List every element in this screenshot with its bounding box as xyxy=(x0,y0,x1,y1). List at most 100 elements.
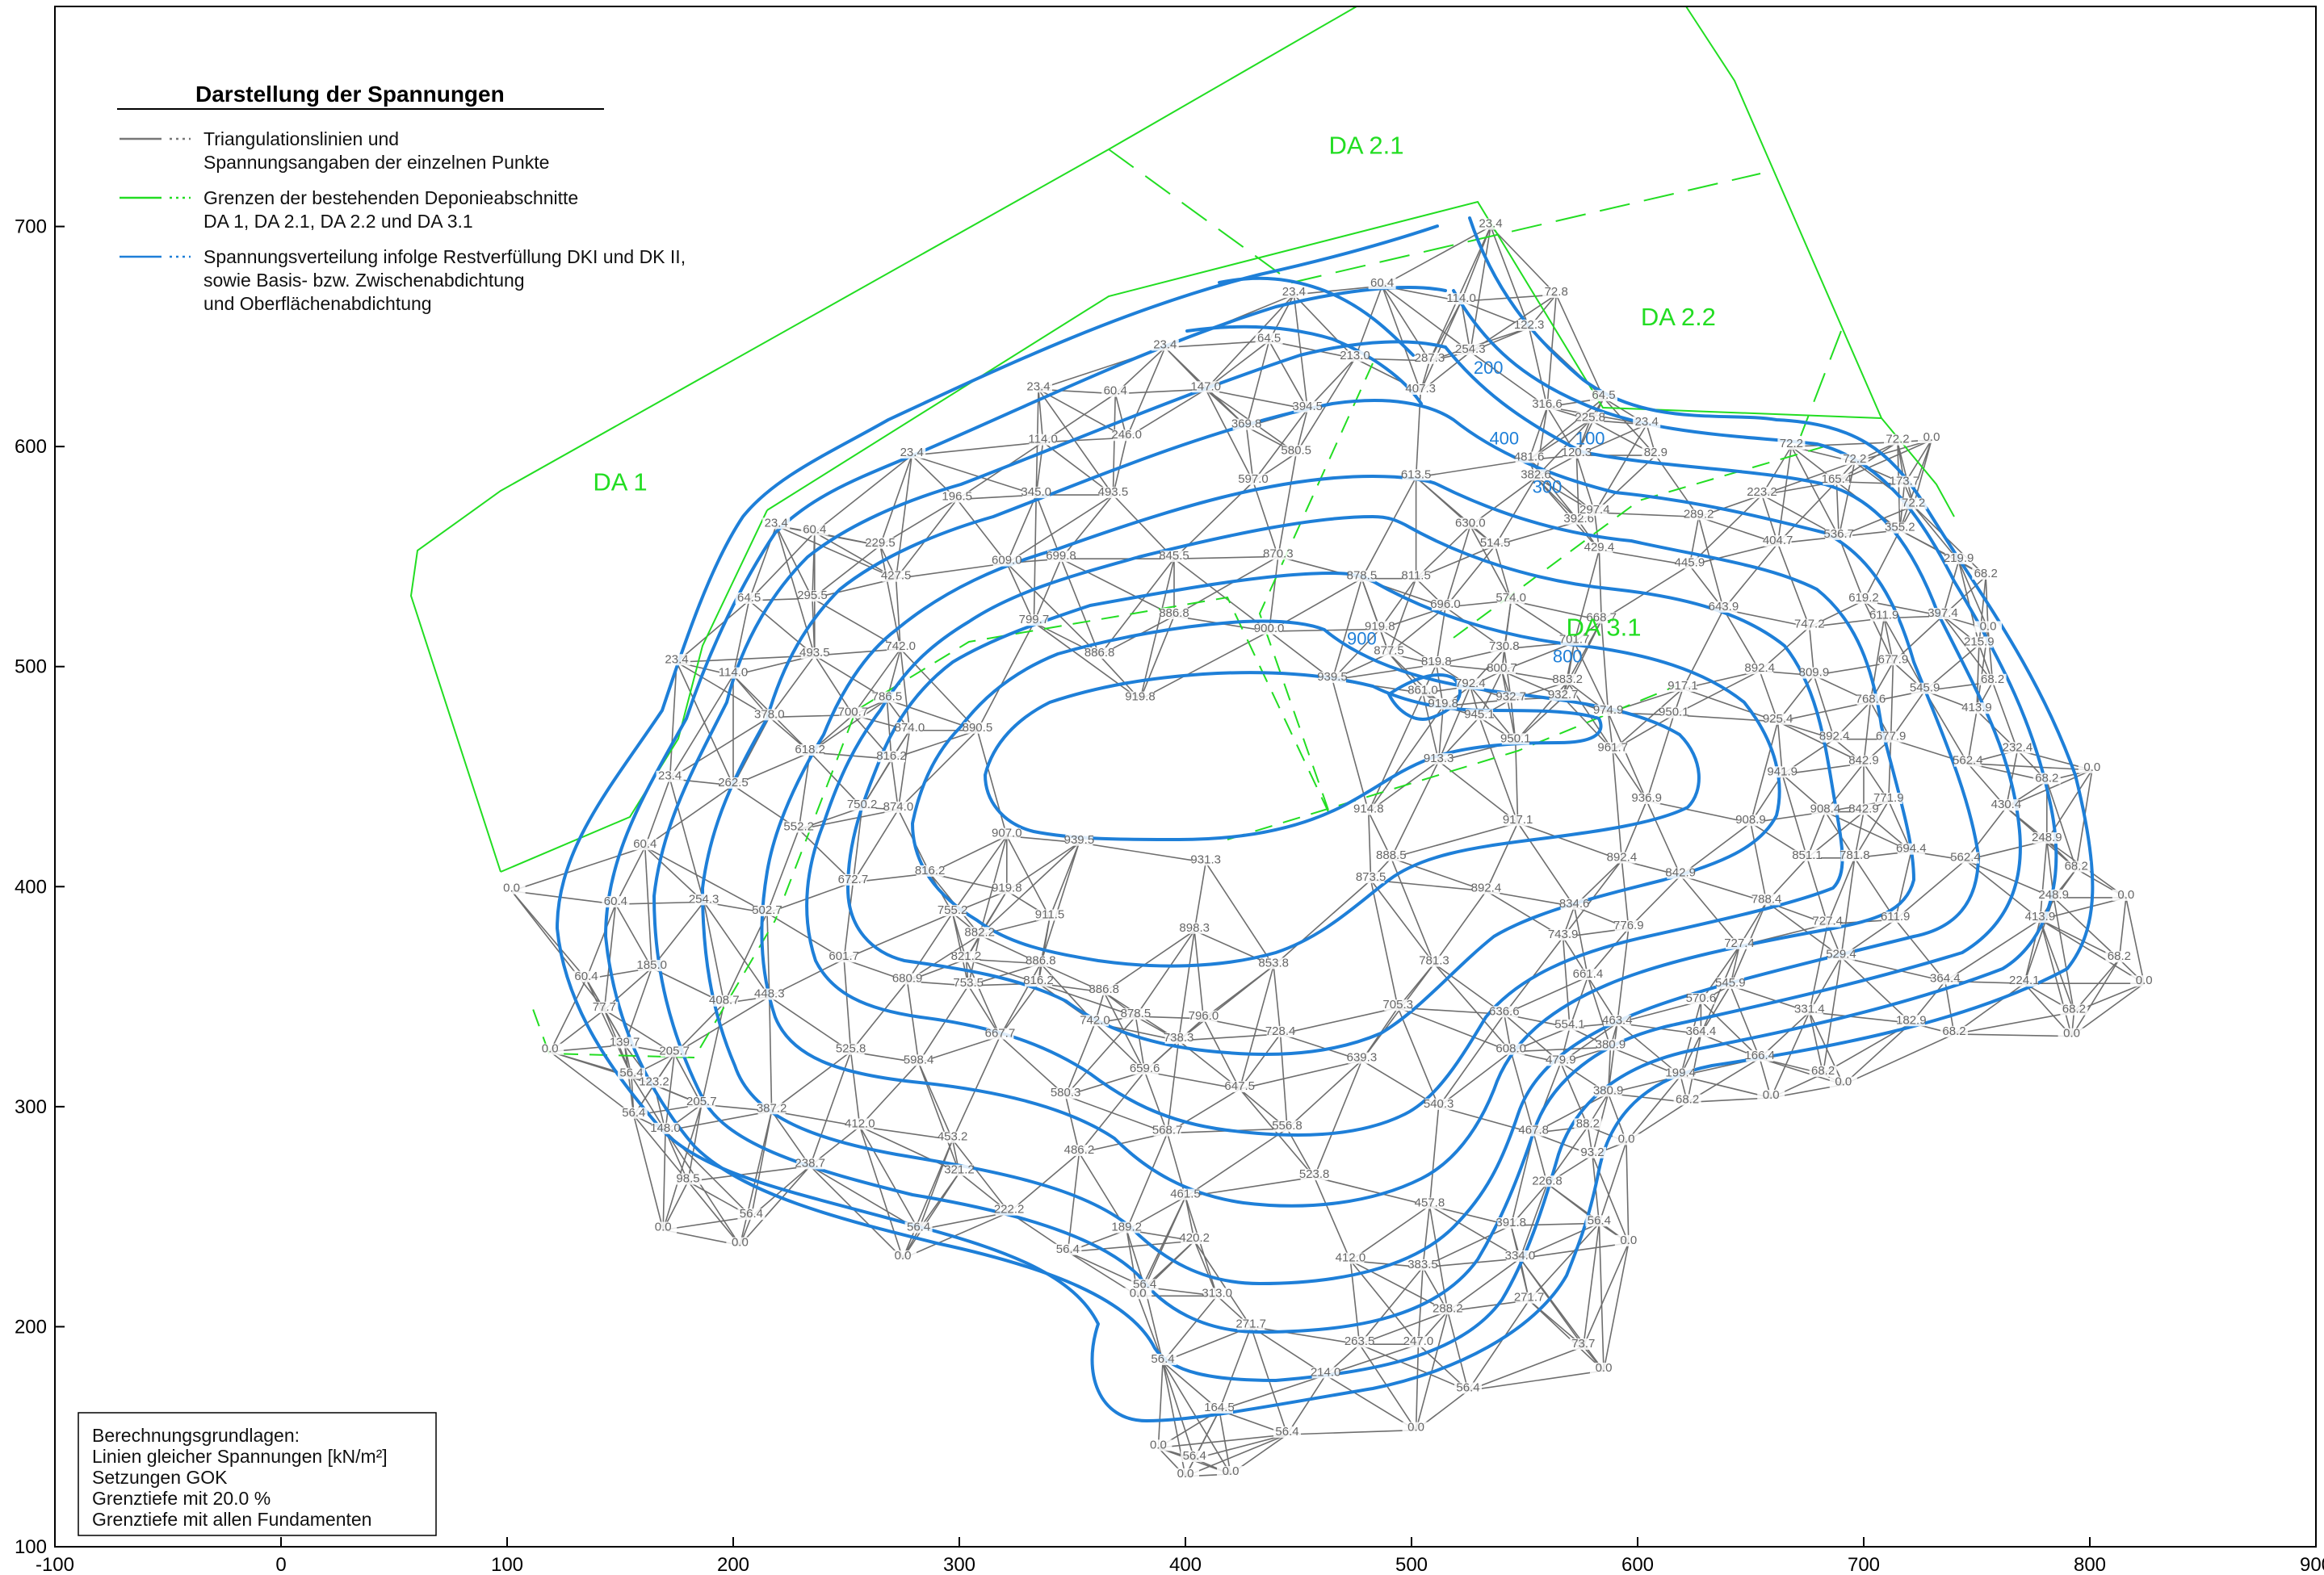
point-label-bg xyxy=(1497,592,1525,604)
triangulation-line xyxy=(1381,285,1421,392)
point-label-bg xyxy=(1164,1033,1193,1045)
point-value: 677.9 xyxy=(1878,652,1909,666)
point-label-bg xyxy=(619,1107,648,1119)
triangulation-line xyxy=(1495,521,1579,547)
triangulation-line xyxy=(1438,1051,1512,1108)
point-value: 886.8 xyxy=(1026,954,1056,968)
triangulation-line xyxy=(1894,859,1966,920)
point-label-bg xyxy=(1026,955,1055,967)
triangulation-line xyxy=(1422,1205,1431,1267)
point-label-bg xyxy=(1377,849,1405,861)
triangulation-line xyxy=(976,622,1035,731)
point-value: 514.5 xyxy=(1480,536,1511,550)
point-value: 0.0 xyxy=(2117,888,2134,902)
point-value: 429.4 xyxy=(1584,540,1615,554)
triangulation-line xyxy=(1193,1434,1288,1460)
dashed-da31-right xyxy=(1453,443,1834,639)
triangulation-line xyxy=(739,1111,773,1246)
triangulation-line xyxy=(895,578,901,649)
triangulation-line xyxy=(1173,558,1270,632)
triangulation-line xyxy=(1416,476,1496,547)
point-value: 727.4 xyxy=(1812,915,1843,928)
triangulation-line xyxy=(769,996,773,1112)
triangulation-line xyxy=(1722,542,1779,610)
point-value: 408.7 xyxy=(709,994,740,1007)
legend-text: Spannungsverteilung infolge Restverfüllu… xyxy=(203,246,686,267)
point-label-bg xyxy=(1294,400,1322,413)
contour-800 xyxy=(911,619,1701,968)
triangulation-line xyxy=(1460,301,1471,353)
legend-text: und Oberflächenabdichtung xyxy=(203,293,432,314)
triangulation-line xyxy=(1569,976,1589,1028)
triangulation-line xyxy=(1723,609,1810,628)
point-value: 232.4 xyxy=(2003,740,2033,754)
point-value: 842.9 xyxy=(1848,802,1879,816)
point-label-bg xyxy=(1542,287,1571,299)
triangulation-line xyxy=(1193,1240,1252,1327)
point-value: 219.9 xyxy=(1944,551,1974,565)
point-value: 72.2 xyxy=(1886,433,1909,446)
point-label-bg xyxy=(1716,977,1744,989)
point-value: 598.4 xyxy=(904,1053,934,1066)
info-box: Berechnungsgrundlagen:Linien gleicher Sp… xyxy=(78,1412,437,1536)
legend-text: DA 1, DA 2.1, DA 2.2 und DA 3.1 xyxy=(203,211,473,232)
triangulation-line xyxy=(814,648,901,656)
triangulation-line xyxy=(1416,525,1471,580)
point-label-bg xyxy=(904,1054,933,1066)
triangulation-line xyxy=(1325,1374,1417,1431)
triangulation-line xyxy=(1617,1000,1701,1024)
triangulation-line xyxy=(917,1062,960,1173)
zone-label: DA 2.1 xyxy=(1328,132,1403,160)
triangulation-line xyxy=(812,597,901,650)
triangulation-line xyxy=(644,847,652,969)
triangulation-line xyxy=(1293,294,1308,409)
point-value: 316.6 xyxy=(1532,397,1563,411)
point-label-bg xyxy=(1549,928,1577,940)
point-value: 0.0 xyxy=(2136,974,2153,987)
point-value: 545.9 xyxy=(1715,976,1746,990)
triangulation-line xyxy=(1269,340,1356,359)
triangulation-line xyxy=(1838,536,1865,601)
point-value: 448.3 xyxy=(754,987,785,1001)
point-value: 694.4 xyxy=(1896,842,1927,856)
triangulation-line xyxy=(1750,721,1779,823)
triangulation-line xyxy=(1863,600,1894,663)
point-label-bg xyxy=(2026,911,2054,924)
point-label-bg xyxy=(735,592,763,604)
triangulation-line xyxy=(843,912,953,960)
point-label-bg xyxy=(1085,647,1114,660)
point-label-bg xyxy=(1588,612,1616,624)
point-value: 139.7 xyxy=(610,1036,640,1049)
point-value: 613.5 xyxy=(1401,467,1432,481)
point-label-bg xyxy=(1172,1468,1199,1480)
point-value: 502.7 xyxy=(752,903,782,917)
point-value: 932.7 xyxy=(1548,688,1579,702)
point-label-bg xyxy=(1608,852,1636,864)
point-value: 0.0 xyxy=(1923,430,1940,444)
point-value: 816.2 xyxy=(1023,974,1054,987)
triangulation-line xyxy=(1433,963,1505,1016)
triangulation-line xyxy=(1286,1060,1362,1129)
triangulation-line xyxy=(1349,1204,1430,1262)
triangulation-line xyxy=(1447,1258,1521,1312)
point-value: 72.2 xyxy=(1843,452,1866,466)
point-value: 853.8 xyxy=(1258,956,1289,970)
point-label-bg xyxy=(1282,445,1311,457)
point-label-bg xyxy=(1206,1402,1233,1414)
point-label-bg xyxy=(1354,803,1382,815)
point-label-bg xyxy=(1160,551,1188,563)
triangulation-line xyxy=(900,648,911,731)
triangulation-line xyxy=(1655,454,1700,517)
point-value: 68.2 xyxy=(1942,1024,1965,1038)
point-label-bg xyxy=(1684,509,1713,521)
point-label-bg xyxy=(1748,487,1776,499)
point-value: 173.7 xyxy=(1890,474,1920,488)
point-value: 545.9 xyxy=(1910,681,1940,695)
triangulation-line xyxy=(1516,822,1575,907)
point-label-bg xyxy=(1266,1025,1294,1037)
triangulation-line xyxy=(814,454,912,534)
triangulation-line xyxy=(1583,1223,1600,1347)
triangulation-line xyxy=(1766,901,1842,958)
legend-entries: Triangulationslinien und Spannungsangaben… xyxy=(120,128,686,314)
point-value: 661.4 xyxy=(1573,967,1604,981)
